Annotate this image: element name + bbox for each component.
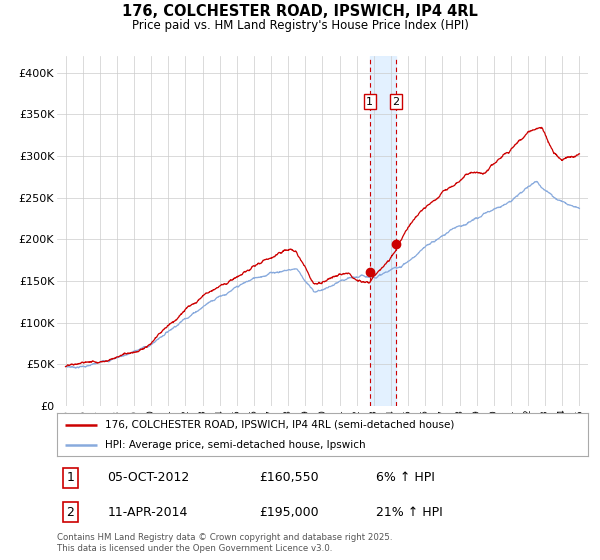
Text: 11-APR-2014: 11-APR-2014 bbox=[107, 506, 188, 519]
Text: 2: 2 bbox=[67, 506, 74, 519]
Text: 05-OCT-2012: 05-OCT-2012 bbox=[107, 472, 190, 484]
Text: 176, COLCHESTER ROAD, IPSWICH, IP4 4RL: 176, COLCHESTER ROAD, IPSWICH, IP4 4RL bbox=[122, 4, 478, 19]
Text: £160,550: £160,550 bbox=[259, 472, 319, 484]
Text: 1: 1 bbox=[67, 472, 74, 484]
Text: Contains HM Land Registry data © Crown copyright and database right 2025.
This d: Contains HM Land Registry data © Crown c… bbox=[57, 533, 392, 553]
Bar bbox=[370, 56, 395, 406]
Text: 176, COLCHESTER ROAD, IPSWICH, IP4 4RL (semi-detached house): 176, COLCHESTER ROAD, IPSWICH, IP4 4RL (… bbox=[105, 419, 454, 430]
Text: Price paid vs. HM Land Registry's House Price Index (HPI): Price paid vs. HM Land Registry's House … bbox=[131, 19, 469, 32]
Text: £195,000: £195,000 bbox=[259, 506, 319, 519]
Text: 6% ↑ HPI: 6% ↑ HPI bbox=[376, 472, 434, 484]
Text: 21% ↑ HPI: 21% ↑ HPI bbox=[376, 506, 442, 519]
Text: 2: 2 bbox=[392, 97, 399, 107]
Text: HPI: Average price, semi-detached house, Ipswich: HPI: Average price, semi-detached house,… bbox=[105, 440, 365, 450]
Text: 1: 1 bbox=[366, 97, 373, 107]
